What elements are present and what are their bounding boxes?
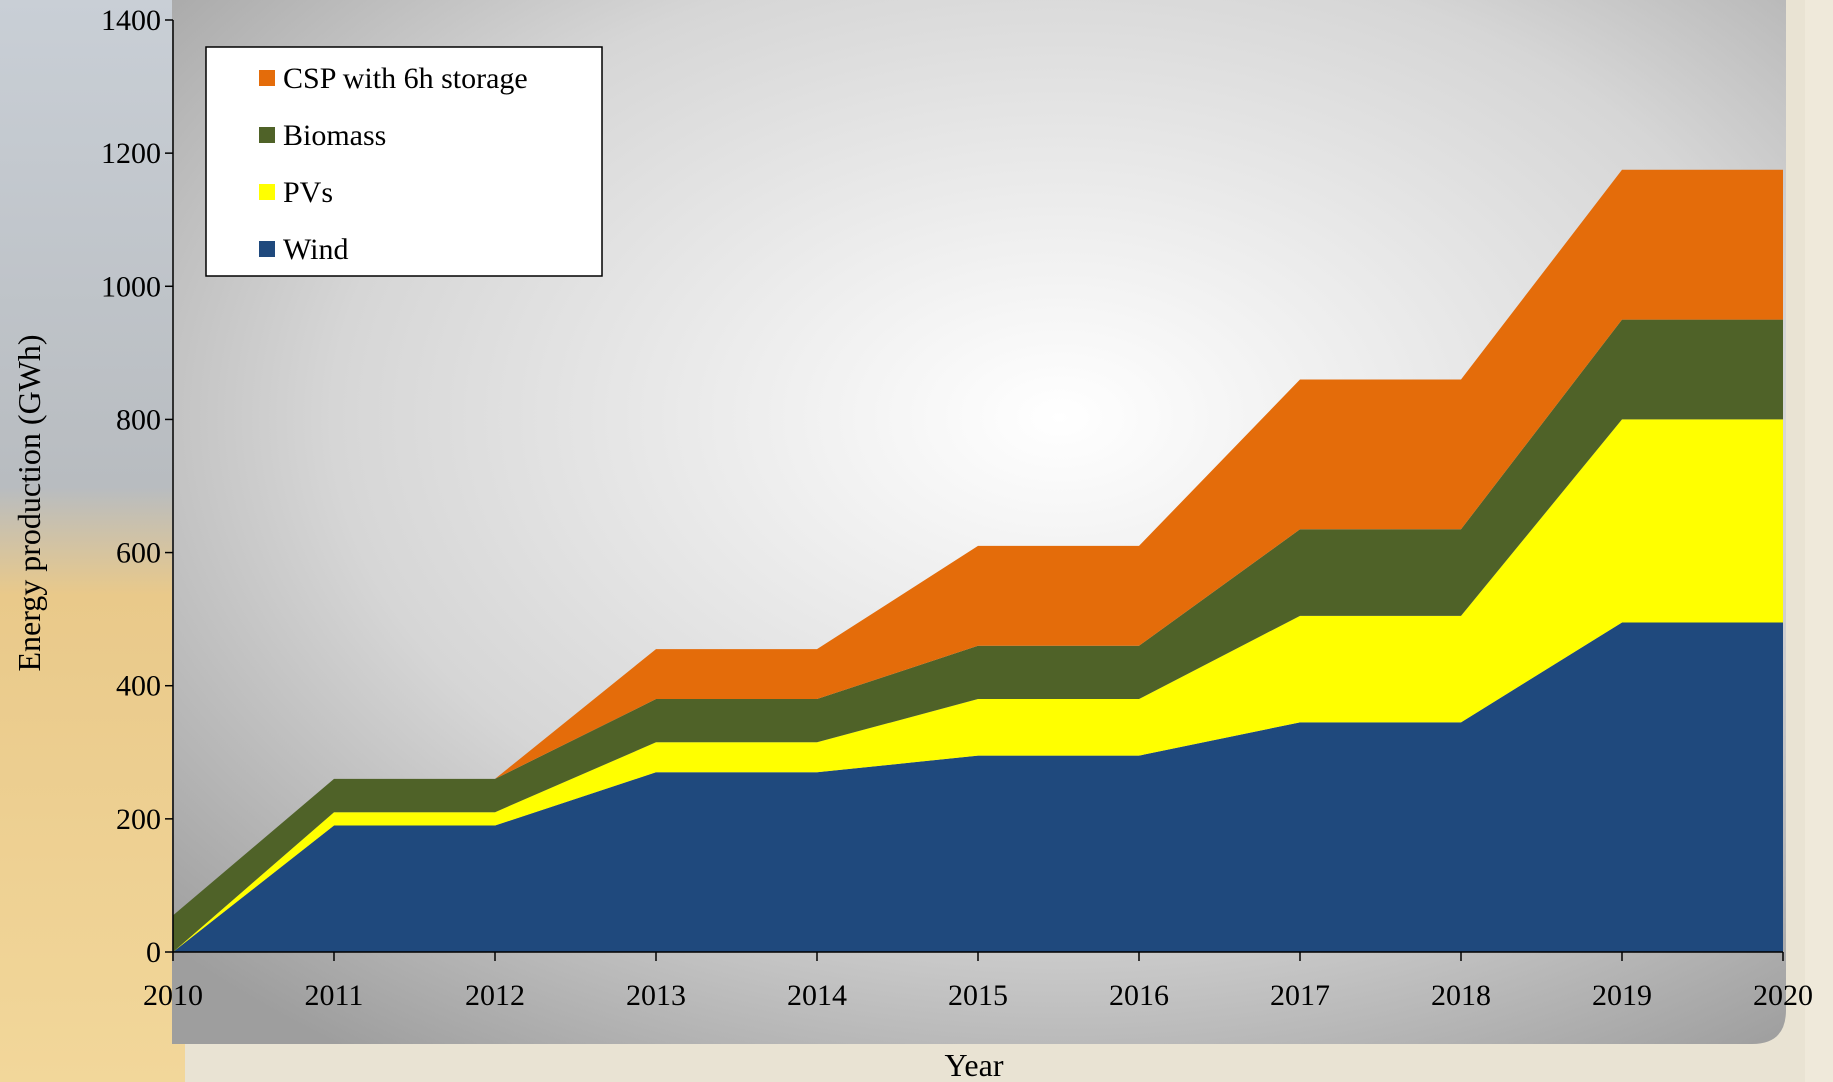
x-tick-label: 2020 <box>1753 979 1813 1012</box>
area <box>173 169 1783 916</box>
area <box>173 419 1783 952</box>
y-tick-label: 800 <box>116 403 161 436</box>
legend-swatch <box>259 241 275 257</box>
legend-swatch <box>259 127 275 143</box>
x-tick-label: 2014 <box>787 979 847 1012</box>
legend-label: Wind <box>283 233 348 266</box>
side-image <box>0 0 185 1082</box>
legend-swatch <box>259 184 275 200</box>
y-tick-label: 0 <box>146 936 161 969</box>
legend: CSP with 6h storage Biomass PVs Wind <box>205 46 603 277</box>
x-tick-label: 2019 <box>1592 979 1652 1012</box>
x-tick-label: 2018 <box>1431 979 1491 1012</box>
y-tick-label: 200 <box>116 803 161 836</box>
legend-label: Biomass <box>283 119 386 152</box>
y-tick-label: 1000 <box>101 270 161 303</box>
y-axis-label: Energy production (GWh) <box>11 334 47 671</box>
y-tick-label: 1200 <box>101 137 161 170</box>
legend-label: PVs <box>283 176 333 209</box>
legend-label: CSP with 6h storage <box>283 62 528 95</box>
x-tick-label: 2013 <box>626 979 686 1012</box>
side-strip <box>1805 0 1833 1082</box>
x-tick-label: 2012 <box>465 979 525 1012</box>
plot: 0 200 400 600 800 1000 1200 1400 2010 2011 2012 201… <box>101 4 1813 1012</box>
y-tick-label: 1400 <box>101 4 161 37</box>
x-tick-label: 2011 <box>305 979 364 1012</box>
area <box>173 319 1783 953</box>
y-tick-label: 600 <box>116 537 161 570</box>
x-axis-label: Year <box>945 1047 1004 1082</box>
area <box>173 622 1783 952</box>
x-tick-label: 2016 <box>1109 979 1169 1012</box>
x-tick-label: 2017 <box>1270 979 1330 1012</box>
y-tick-label: 400 <box>116 670 161 703</box>
x-tick-label: 2010 <box>143 979 203 1012</box>
legend-swatch <box>259 70 275 86</box>
x-tick-label: 2015 <box>948 979 1008 1012</box>
